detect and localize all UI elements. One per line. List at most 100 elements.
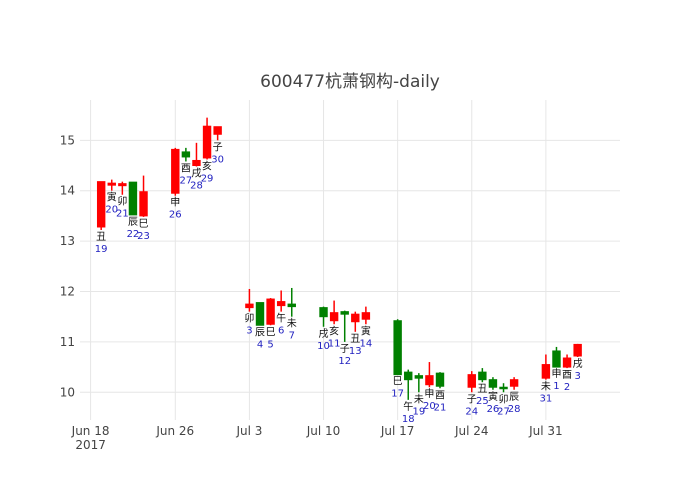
candle-body	[266, 298, 275, 325]
y-tick-label: 11	[60, 335, 75, 349]
candle	[562, 354, 572, 369]
candle-body	[414, 375, 424, 379]
candle-day-label: 23	[137, 231, 150, 242]
candle-branch-label: 卯	[244, 313, 254, 325]
candle-day-label: 28	[508, 404, 521, 415]
y-tick-label: 15	[60, 133, 75, 147]
x-tick-label: Jul 31	[528, 424, 563, 438]
candle-body	[171, 148, 180, 194]
candle-branch-label: 戌	[191, 167, 201, 180]
candle-branch-label: 未	[287, 318, 297, 330]
candle-body	[245, 303, 254, 309]
candle-body	[361, 312, 371, 320]
candle-branch-label: 子	[213, 141, 223, 153]
candle	[552, 346, 561, 368]
candle-body	[541, 364, 551, 379]
candle-day-label: 10	[317, 341, 330, 352]
candle	[573, 343, 582, 358]
candle	[171, 147, 180, 196]
candle-body	[467, 374, 476, 388]
candle-branch-label: 亥	[202, 159, 212, 172]
candle	[319, 306, 328, 327]
candle-body	[319, 307, 328, 318]
candle-branch-label: 辰	[128, 216, 138, 228]
candle-day-label: 21	[434, 402, 447, 413]
x-tick-label: Jun 18	[71, 424, 110, 438]
candle-day-label: 26	[487, 404, 500, 415]
candle-day-label: 25	[476, 396, 489, 407]
candle-branch-label: 酉	[435, 390, 445, 401]
candle-body	[329, 312, 339, 322]
candle-day-label: 7	[289, 331, 295, 342]
candle-body	[213, 126, 222, 135]
candle-branch-label: 戌	[573, 357, 583, 370]
candle-branch-label: 寅	[488, 390, 498, 403]
candle-body	[351, 313, 360, 323]
candle-body	[488, 379, 498, 388]
candle	[255, 302, 265, 326]
candle-day-label: 14	[360, 338, 373, 349]
candle-body	[96, 181, 106, 228]
candle-day-label: 31	[540, 394, 553, 405]
candle-body	[573, 343, 582, 357]
candle-body	[425, 375, 434, 386]
candle-body	[107, 182, 116, 186]
candle-branch-label: 寅	[107, 191, 117, 204]
x-tick-sublabel: 2017	[75, 438, 106, 452]
candle	[361, 306, 371, 325]
y-tick-label: 13	[60, 234, 75, 248]
candle-body	[202, 125, 212, 159]
candle-body	[287, 303, 296, 308]
candle-day-label: 21	[116, 209, 129, 220]
candle	[276, 290, 286, 312]
candle-branch-label: 午	[403, 400, 413, 413]
candle-body	[499, 386, 508, 390]
candle-day-label: 4	[257, 339, 263, 350]
gridlines	[80, 100, 620, 420]
candle-branch-label: 丑	[350, 334, 360, 345]
candle-body	[340, 311, 349, 315]
candle-branch-label: 巳	[393, 376, 403, 388]
candle	[202, 117, 212, 160]
candle-branch-label: 辰	[255, 326, 265, 338]
candle-day-label: 11	[328, 338, 341, 349]
candle	[541, 354, 551, 380]
candle-branch-label: 未	[541, 381, 551, 393]
candle-day-label: 20	[423, 401, 436, 412]
candle-branch-label: 卯	[499, 393, 509, 405]
candle	[213, 126, 222, 141]
candle	[404, 369, 413, 400]
candle-branch-label: 戌	[319, 327, 329, 340]
candle-branch-label: 丑	[477, 384, 487, 395]
candle	[393, 319, 402, 376]
candle-body	[552, 350, 561, 368]
candle-day-label: 19	[95, 244, 108, 255]
candle	[181, 147, 191, 162]
candles	[96, 117, 582, 400]
candle-branch-label: 酉	[562, 370, 572, 381]
y-tick-label: 12	[60, 284, 75, 298]
y-tick-label: 10	[60, 385, 75, 399]
candle	[340, 310, 349, 342]
candle-body	[562, 357, 572, 368]
candle	[499, 383, 508, 393]
candle-body	[404, 371, 413, 381]
candle	[329, 300, 339, 325]
candle	[107, 179, 116, 191]
candle-body	[118, 183, 127, 187]
candle-branch-label: 申	[424, 387, 434, 400]
candle-branch-label: 巳	[266, 326, 276, 338]
candle-day-label: 18	[402, 414, 415, 425]
candle-body	[276, 301, 286, 307]
x-tick-label: Jul 3	[235, 424, 262, 438]
candle-day-label: 6	[278, 326, 284, 337]
candle-day-label: 2	[564, 382, 570, 393]
candle-day-label: 3	[574, 371, 580, 382]
candle-branch-label: 子	[340, 343, 350, 355]
candle	[287, 287, 296, 317]
candle	[509, 377, 519, 390]
candle-body	[192, 159, 201, 167]
candle-day-label: 13	[349, 346, 362, 357]
candle-branch-label: 卯	[117, 196, 127, 208]
